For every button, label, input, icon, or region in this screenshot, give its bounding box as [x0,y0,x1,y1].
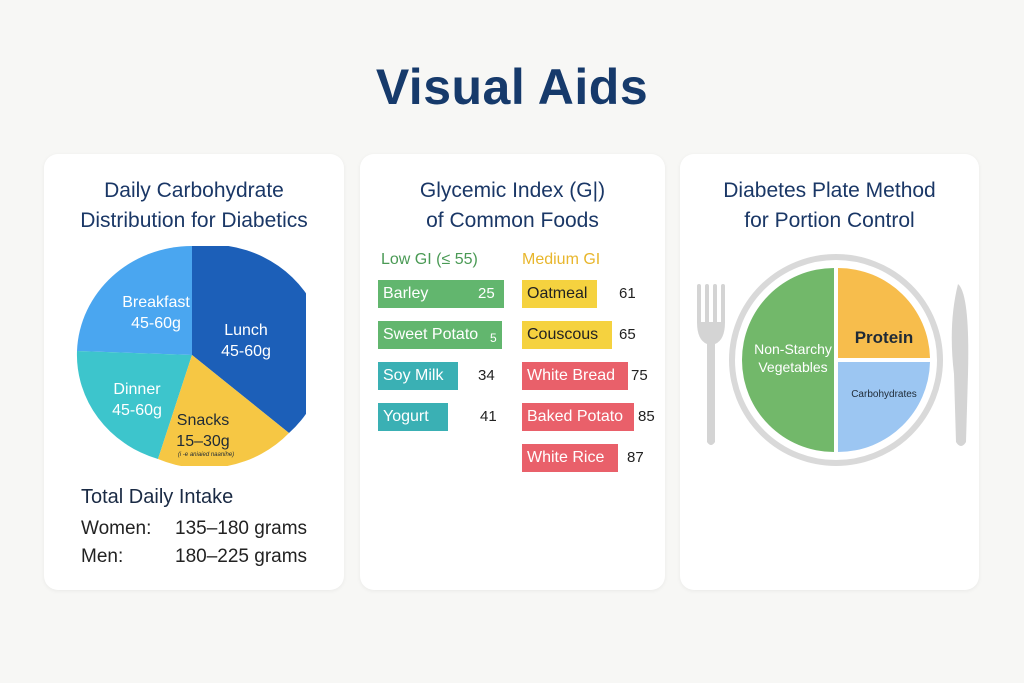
gi-bar-yogurt: Yogurt [378,403,448,431]
gi-bar-white-bread: White Bread [522,362,628,390]
plate-diagram [697,254,969,466]
intake-men-row: Men: 180–225 grams [81,546,307,568]
gi-bar-barley: Barley [378,280,504,308]
plate-section-protein [838,268,930,358]
pie-label-lunch: Lunch 45-60g [206,320,286,362]
knife-icon [951,284,969,446]
intake-women-label: Women: [81,518,152,539]
intake-men-value: 180–225 grams [175,546,308,567]
gi-food-yogurt: Yogurt [383,408,429,425]
breakfast-name: Breakfast [122,294,190,311]
veg-line2: Vegetables [758,359,828,375]
gi-food-white-rice: White Rice [527,449,605,466]
gi-value-white-bread: 75 [631,367,648,384]
intake-women-value: 135–180 grams [175,518,308,539]
carb-card-title: Daily Carbohydrate Distribution for Diab… [44,176,344,236]
plate-label-vegetables: Non-Starchy Vegetables [748,340,838,376]
gi-bar-oatmeal: Oatmeal [522,280,597,308]
pie-slice-snacks [158,355,289,466]
carb-card-title-line1: Daily Carbohydrate [104,179,284,202]
plate-card-title: Diabetes Plate Method for Portion Contro… [680,176,979,236]
gi-food-couscous: Couscous [527,326,599,343]
gi-value-baked-potato: 85 [638,408,655,425]
page-title: Visual Aids [375,59,649,115]
dinner-amount: 45-60g [112,402,162,419]
pie-label-snacks: Snacks 15–30g [166,410,240,452]
gi-food-baked-potato: Baked Potato [527,408,624,425]
breakfast-amount: 45-60g [131,315,181,332]
gi-value-oatmeal: 61 [619,285,636,302]
gi-card-title-line1: Glycemic Index (G|) [419,179,606,202]
gi-card-title-line2: of Common Foods [426,209,599,232]
dinner-name: Dinner [113,381,161,398]
veg-line1: Non-Starchy [754,341,832,357]
carb-distribution-card: Daily Carbohydrate Distribution for Diab… [44,154,344,590]
carb-card-title-line2: Distribution for Diabetics [80,209,308,232]
snacks-note: (i -e aniaied naanihe) [177,452,235,458]
gi-food-soy-milk: Soy Milk [383,367,444,384]
plate-section-vegetables [742,268,834,452]
plate-card-title-line2: for Portion Control [744,209,915,232]
gi-food-oatmeal: Oatmeal [527,285,588,302]
gi-value-soy-milk: 34 [478,367,495,384]
intake-women-row: Women: 135–180 grams [81,518,307,540]
gi-card-title: Glycemic Index (G|) of Common Foods [360,176,665,236]
gi-food-barley: Barley [383,285,429,302]
pie-slice-breakfast [77,246,192,355]
plate-card-title-line1: Diabetes Plate Method [723,179,936,202]
gi-bar-white-rice: White Rice [522,444,618,472]
low-gi-heading: Low GI (≤ 55) [381,251,478,268]
snacks-name: Snacks [176,412,230,429]
pie-slice-dinner [76,351,192,459]
intake-men-label: Men: [81,546,124,567]
gi-value-white-rice: 87 [627,449,644,466]
lunch-amount: 45-60g [221,343,271,360]
gi-food-sweet-potato: Sweet Potato [383,326,479,343]
fork-icon [697,284,725,445]
plate-label-carbohydrates: Carbohydrates [851,389,917,400]
gi-bar-soy-milk: Soy Milk [378,362,458,390]
carb-pie-chart [76,246,306,466]
gi-bar-baked-potato: Baked Potato [522,403,634,431]
gi-bar-sweet-potato: Sweet Potato [378,321,502,349]
gi-food-white-bread: White Bread [527,367,616,384]
plate-label-protein: Protein [854,328,914,347]
gi-bar-couscous: Couscous [522,321,612,349]
medium-gi-heading: Medium GI [522,251,601,268]
pie-label-breakfast: Breakfast 45-60g [106,292,206,334]
gi-value-barley: 25 [478,285,495,302]
pie-label-dinner: Dinner 45-60g [100,379,174,421]
lunch-name: Lunch [224,322,268,339]
snacks-amount: 15–30g [176,433,230,450]
glycemic-index-card: Glycemic Index (G|) of Common Foods Low … [360,154,665,590]
plate-section-carbohydrates [838,362,930,452]
gi-value-yogurt: 41 [480,408,497,425]
gi-value-sweet-potato: 5 [490,331,497,345]
pie-slice-lunch [192,246,306,433]
gi-value-couscous: 65 [619,326,636,343]
plate-method-card: Diabetes Plate Method for Portion Contro… [680,154,979,590]
intake-heading: Total Daily Intake [81,486,234,508]
